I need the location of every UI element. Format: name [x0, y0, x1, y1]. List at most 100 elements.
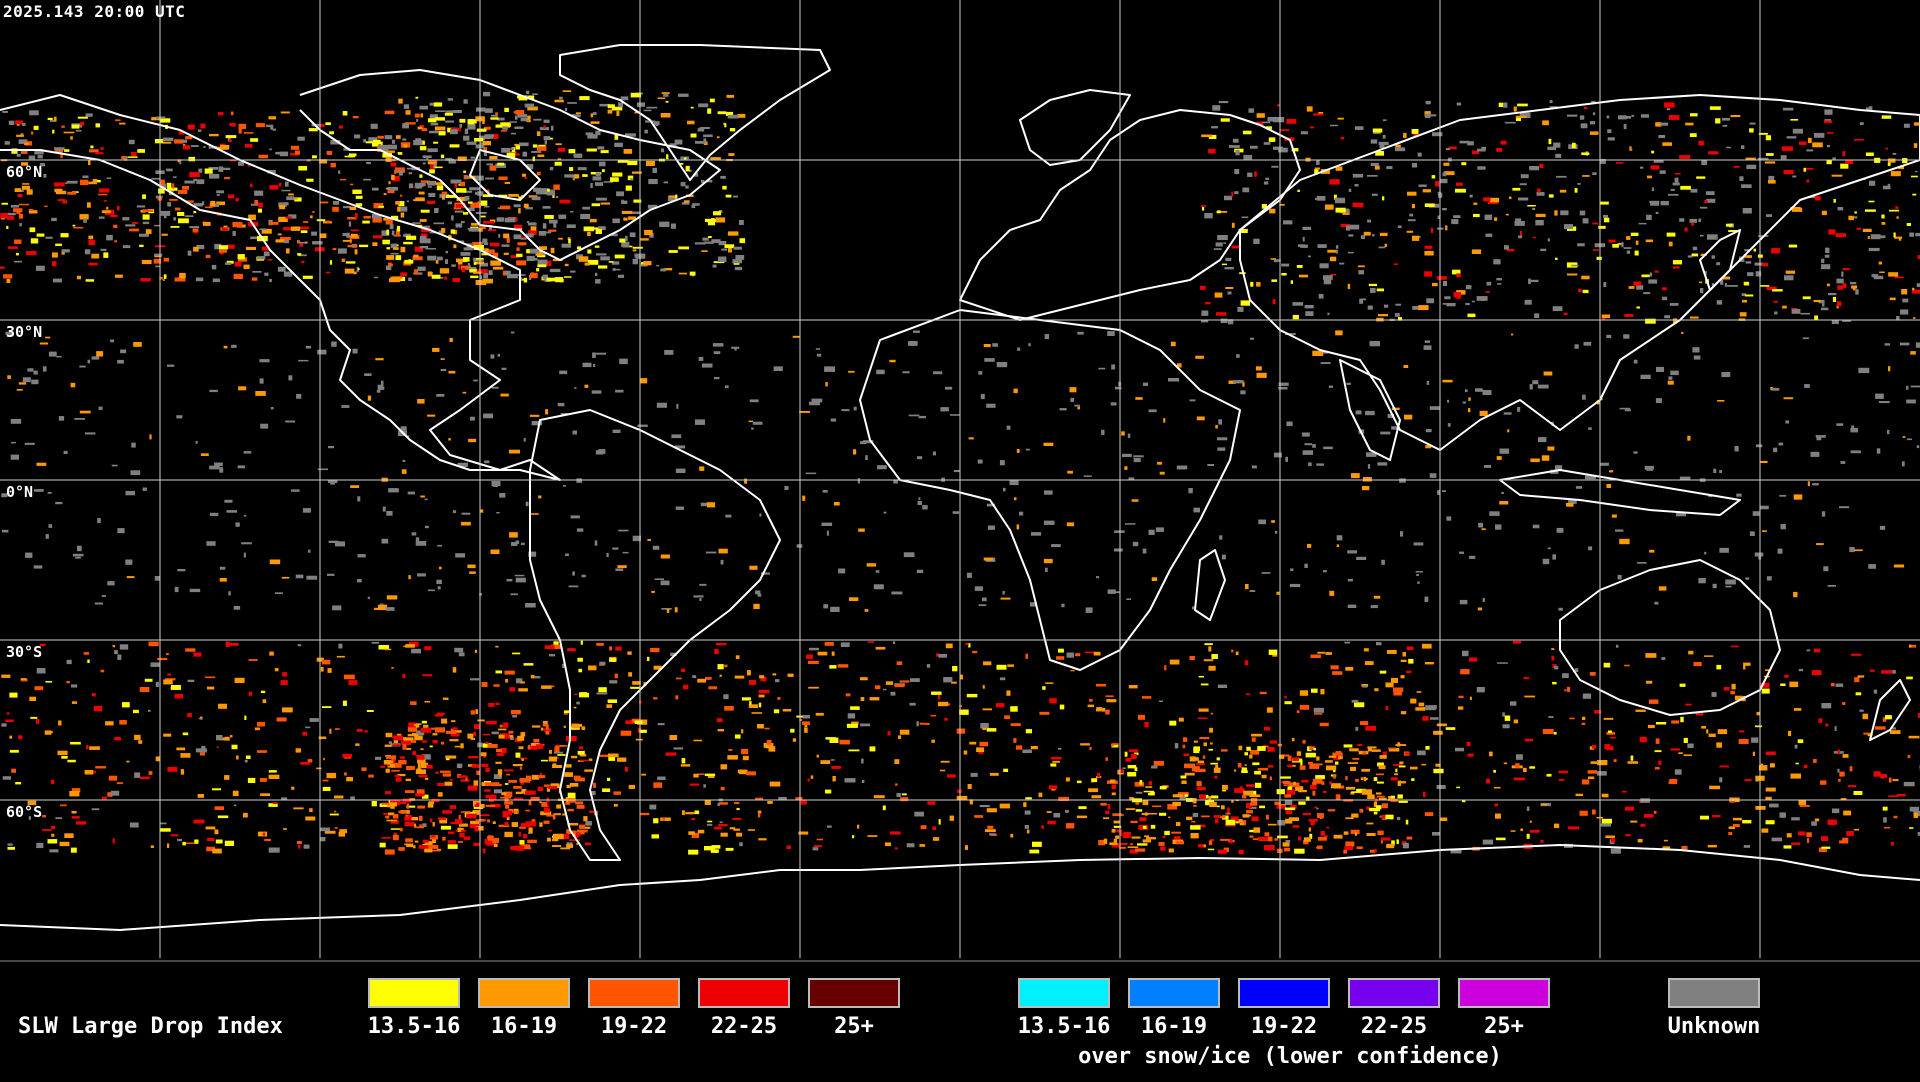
cloud-speck: [1159, 701, 1163, 703]
cloud-speck: [1077, 781, 1082, 784]
cloud-speck: [1367, 833, 1376, 836]
cloud-speck: [1067, 653, 1074, 658]
cloud-speck: [468, 202, 473, 204]
cloud-speck: [1827, 132, 1833, 134]
cloud-speck: [1401, 675, 1405, 678]
cloud-speck: [1461, 162, 1466, 165]
cloud-speck: [567, 809, 574, 811]
cloud-speck: [441, 358, 445, 360]
cloud-speck: [245, 144, 253, 148]
cloud-speck: [334, 811, 336, 813]
cloud-speck: [1693, 247, 1697, 251]
cloud-speck: [1854, 791, 1863, 795]
cloud-speck: [419, 174, 422, 177]
cloud-speck: [1845, 160, 1853, 164]
cloud-speck: [441, 826, 451, 830]
cloud-speck: [1348, 234, 1353, 236]
cloud-speck: [1209, 802, 1217, 807]
cloud-speck: [45, 237, 52, 239]
cloud-speck: [217, 746, 219, 748]
cloud-speck: [434, 223, 445, 225]
cloud-speck: [1368, 747, 1372, 751]
cloud-speck: [139, 234, 149, 237]
cloud-speck: [968, 784, 972, 789]
cloud-speck: [886, 681, 893, 685]
swatch-primary-22-25: [698, 978, 790, 1008]
cloud-speck: [701, 250, 707, 252]
cloud-speck: [500, 206, 510, 210]
cloud-speck: [849, 750, 860, 752]
cloud-speck: [1203, 756, 1206, 759]
cloud-speck: [1044, 559, 1053, 563]
cloud-speck: [1643, 292, 1650, 294]
cloud-speck: [669, 250, 678, 253]
cloud-speck: [1234, 788, 1244, 793]
cloud-speck: [1096, 684, 1106, 687]
cloud-speck: [1819, 718, 1823, 723]
cloud-speck: [584, 227, 595, 232]
cloud-speck: [1391, 678, 1398, 683]
cloud-speck: [139, 245, 143, 247]
cloud-speck: [682, 810, 685, 815]
cloud-speck: [450, 805, 456, 809]
cloud-speck: [260, 778, 267, 782]
cloud-speck: [854, 407, 857, 411]
cloud-speck: [1418, 305, 1428, 310]
cloud-speck: [573, 431, 578, 435]
cloud-speck: [1543, 729, 1554, 734]
cloud-speck: [1421, 764, 1426, 766]
cloud-speck: [1487, 282, 1492, 286]
cloud-speck: [1361, 777, 1364, 780]
cloud-speck: [516, 146, 520, 150]
cloud-speck: [113, 225, 117, 228]
cloud-speck: [437, 783, 444, 786]
cloud-speck: [488, 703, 495, 707]
cloud-speck: [205, 169, 213, 174]
cloud-speck: [1345, 817, 1353, 819]
cloud-speck: [1468, 397, 1470, 401]
cloud-speck: [285, 421, 295, 423]
cloud-speck: [446, 110, 455, 112]
cloud-speck: [931, 692, 942, 695]
cloud-speck: [1645, 653, 1656, 658]
cloud-speck: [7, 712, 10, 714]
cloud-speck: [386, 219, 393, 224]
cloud-speck: [1201, 816, 1210, 818]
cloud-speck: [445, 259, 448, 264]
cloud-speck: [1346, 383, 1351, 385]
cloud-speck: [483, 92, 490, 97]
cloud-speck: [1330, 125, 1338, 127]
cloud-speck: [1529, 766, 1535, 768]
cloud-speck: [1581, 152, 1589, 155]
cloud-speck: [1215, 425, 1218, 429]
cloud-speck: [297, 253, 301, 256]
cloud-speck: [516, 578, 526, 583]
cloud-speck: [1426, 429, 1432, 432]
cloud-speck: [1242, 188, 1249, 193]
cloud-speck: [48, 118, 53, 120]
cloud-speck: [1216, 312, 1226, 316]
cloud-speck: [557, 745, 559, 747]
cloud-speck: [883, 689, 887, 691]
cloud-speck: [244, 515, 246, 517]
cloud-speck: [1828, 229, 1835, 234]
cloud-speck: [72, 811, 77, 814]
cloud-speck: [543, 223, 547, 229]
cloud-speck: [692, 675, 696, 678]
cloud-speck: [482, 120, 484, 124]
cloud-speck: [931, 740, 935, 743]
cloud-speck: [193, 211, 196, 213]
cloud-speck: [1671, 720, 1679, 723]
cloud-speck: [1515, 218, 1521, 221]
cloud-speck: [1300, 766, 1306, 770]
cloud-speck: [860, 724, 870, 727]
cloud-speck: [374, 608, 382, 610]
cloud-speck: [1216, 242, 1223, 246]
cloud-speck: [653, 818, 658, 823]
cloud-speck: [368, 597, 370, 599]
cloud-speck: [1303, 740, 1306, 744]
cloud-speck: [897, 661, 903, 665]
cloud-speck: [388, 191, 395, 194]
cloud-speck: [258, 832, 267, 837]
range-snow-22-25: 22-25: [1339, 1014, 1449, 1039]
